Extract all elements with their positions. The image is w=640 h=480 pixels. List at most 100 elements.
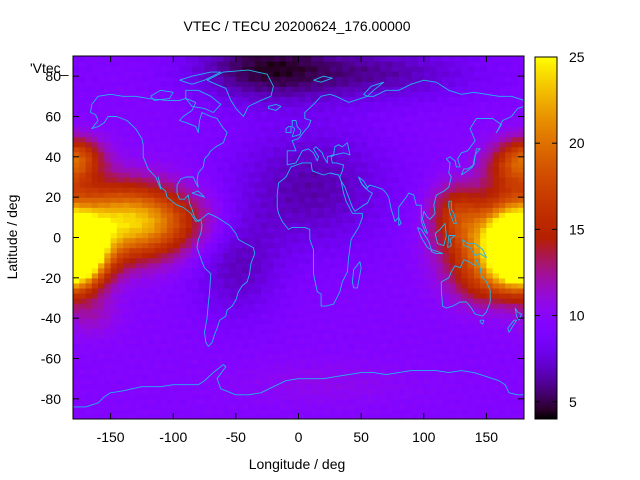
heatmap-cell: [404, 96, 412, 102]
heatmap-cell: [104, 187, 112, 193]
heatmap-cell: [135, 212, 143, 218]
heatmap-cell: [492, 247, 500, 254]
heatmap-cell: [354, 177, 362, 183]
heatmap-cell: [260, 171, 268, 178]
heatmap-cell: [455, 373, 462, 380]
heatmap-cell: [229, 207, 237, 213]
heatmap-cell: [448, 262, 456, 269]
heatmap-cell: [110, 348, 118, 355]
heatmap-cell: [423, 171, 431, 178]
heatmap-cell: [198, 298, 206, 304]
heatmap-cell: [235, 308, 243, 314]
heatmap-cell: [436, 267, 444, 274]
heatmap-cell: [430, 222, 437, 229]
heatmap-cell: [361, 222, 368, 229]
heatmap-cell: [98, 146, 105, 153]
heatmap-cell: [129, 146, 137, 153]
heatmap-cell: [492, 277, 500, 284]
heatmap-cell: [511, 403, 519, 410]
heatmap-cell: [492, 171, 500, 178]
heatmap-cell: [304, 71, 312, 77]
heatmap-cell: [404, 106, 412, 113]
heatmap-cell: [473, 106, 481, 113]
heatmap-cell: [154, 353, 162, 360]
heatmap-cell: [461, 398, 469, 405]
heatmap-cell: [267, 252, 275, 259]
heatmap-cell: [336, 166, 343, 173]
heatmap-cell: [104, 328, 112, 334]
heatmap-cell: [104, 323, 112, 329]
heatmap-cell: [455, 323, 462, 329]
heatmap-cell: [110, 126, 118, 133]
heatmap-cell: [480, 202, 488, 208]
heatmap-cell: [104, 121, 112, 128]
heatmap-cell: [285, 363, 293, 370]
heatmap-cell: [160, 298, 168, 304]
heatmap-cell: [79, 66, 87, 72]
heatmap-cell: [298, 257, 306, 264]
heatmap-cell: [160, 277, 168, 284]
heatmap-cell: [98, 303, 105, 309]
heatmap-cell: [404, 237, 412, 244]
heatmap-cell: [160, 171, 168, 178]
heatmap-cell: [298, 156, 306, 163]
heatmap-cell: [179, 262, 187, 269]
heatmap-cell: [511, 86, 519, 92]
heatmap-cell: [85, 368, 93, 375]
heatmap-cell: [398, 101, 406, 108]
heatmap-cell: [273, 217, 281, 223]
heatmap-cell: [367, 393, 375, 400]
heatmap-cell: [455, 151, 462, 158]
heatmap-cell: [373, 292, 381, 299]
heatmap-cell: [467, 368, 475, 375]
heatmap-cell: [192, 126, 199, 133]
heatmap-cell: [135, 383, 143, 390]
heatmap-cell: [436, 403, 444, 410]
heatmap-cell: [323, 86, 331, 92]
heatmap-cell: [154, 237, 162, 244]
heatmap-cell: [498, 408, 506, 415]
heatmap-cell: [79, 237, 87, 244]
heatmap-cell: [411, 227, 419, 234]
heatmap-cell: [436, 166, 444, 173]
heatmap-cell: [423, 323, 431, 329]
heatmap-cell: [254, 378, 262, 385]
heatmap-cell: [511, 161, 519, 168]
heatmap-cell: [361, 212, 368, 218]
heatmap-cell: [260, 106, 268, 113]
heatmap-cell: [404, 358, 412, 365]
heatmap-cell: [166, 232, 174, 239]
heatmap-cell: [85, 126, 93, 133]
heatmap-cell: [311, 287, 318, 294]
heatmap-cell: [492, 333, 500, 339]
heatmap-cell: [104, 413, 112, 419]
heatmap-cell: [267, 182, 275, 188]
heatmap-cell: [98, 111, 105, 118]
heatmap-cell: [480, 247, 488, 254]
heatmap-cell: [398, 272, 406, 279]
heatmap-cell: [248, 197, 256, 203]
heatmap-cell: [292, 81, 300, 87]
heatmap-cell: [423, 121, 431, 128]
heatmap-cell: [473, 177, 481, 183]
heatmap-cell: [254, 101, 262, 108]
heatmap-cell: [342, 207, 350, 213]
heatmap-cell: [367, 217, 375, 223]
heatmap-cell: [248, 91, 256, 97]
heatmap-cell: [273, 333, 281, 339]
heatmap-cell: [279, 343, 287, 350]
heatmap-cell: [342, 71, 350, 77]
heatmap-cell: [498, 177, 506, 183]
heatmap-cell: [323, 177, 331, 183]
heatmap-cell: [411, 242, 419, 249]
heatmap-cell: [486, 373, 494, 380]
heatmap-cell: [486, 202, 494, 208]
heatmap-cell: [492, 121, 500, 128]
heatmap-cell: [423, 413, 431, 419]
heatmap-cell: [166, 111, 174, 118]
heatmap-cell: [455, 343, 462, 350]
heatmap-cell: [430, 126, 437, 133]
heatmap-cell: [373, 76, 381, 82]
heatmap-cell: [461, 76, 469, 82]
heatmap-cell: [273, 287, 281, 294]
